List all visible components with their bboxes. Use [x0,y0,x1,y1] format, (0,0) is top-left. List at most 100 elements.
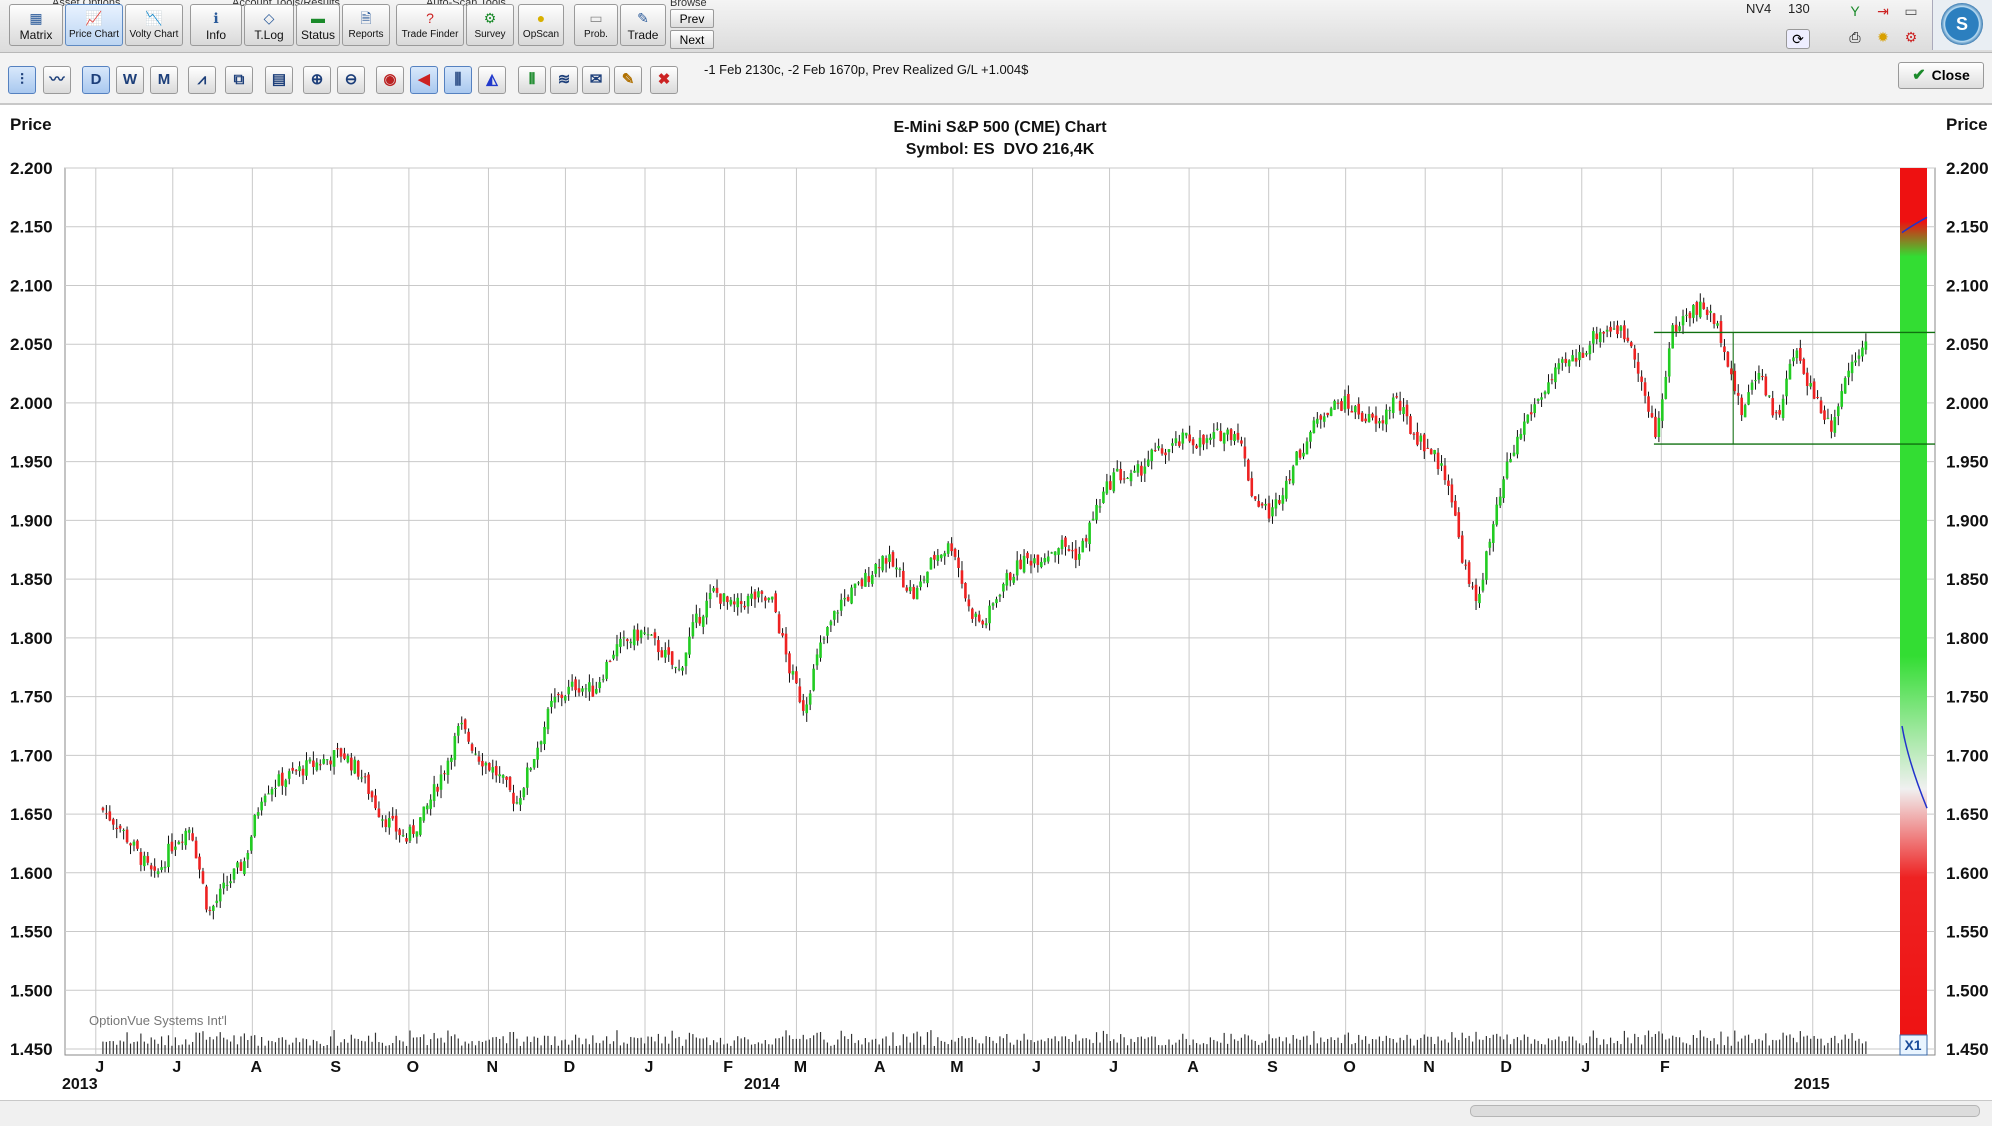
status-button[interactable]: ▬ Status [296,4,340,46]
watermark: OptionVue Systems Int'l [89,1013,227,1028]
candle-body [294,770,298,772]
candlestick-view-icon[interactable]: ⫶ [8,66,36,94]
y-tick-left: 1.650 [10,805,53,824]
candle-body [198,856,201,870]
annotate-icon[interactable]: ✉ [582,66,610,94]
price-chart-button[interactable]: 📈 Price Chart [65,4,123,46]
candle-body [312,760,315,767]
candle-body [1695,302,1699,315]
trade-button[interactable]: ✎ Trade [620,4,666,46]
study-icon[interactable]: ≋ [550,66,578,94]
candle-body [1602,331,1605,334]
candle-body [1040,561,1043,567]
candle-body [1112,472,1116,492]
candle-body [588,682,591,692]
candle-body [1840,391,1844,407]
opscan-button[interactable]: ● OpScan [518,4,564,46]
candle-body [1360,412,1364,422]
x1-badge[interactable] [1899,1034,1928,1056]
candle-body [1077,553,1081,560]
candle-body [839,599,843,611]
delete-icon[interactable]: ✖ [650,66,678,94]
filter-icon[interactable]: Y [1850,3,1860,19]
candle-body [1215,428,1219,430]
volume-icon[interactable]: ◭ [478,66,506,94]
candle-body [1015,560,1019,576]
reports-button[interactable]: 🗎 Reports [342,4,390,46]
horizontal-scrollbar[interactable] [0,1100,1992,1126]
candle-body [277,774,281,786]
calendar-icon[interactable]: ▤ [265,66,293,94]
candle-body [1271,507,1274,517]
candle-body [1133,470,1136,473]
matrix-button[interactable]: ▦ Matrix [9,4,63,46]
candles [101,293,1868,920]
settings-icon[interactable]: ⚙ [1904,29,1918,45]
y-tick-left: 2.000 [10,394,53,413]
app-logo: S [1932,0,1992,50]
candle-body [1526,414,1530,423]
probability-button[interactable]: ▭ Prob. [574,4,618,46]
trade-log-button[interactable]: ◇ T.Log [244,4,294,46]
candle-body [584,688,588,690]
candle-body [1795,350,1799,359]
draw-pencil-icon[interactable]: ✎ [614,66,642,94]
window-icon[interactable]: ▭ [1904,3,1918,19]
candle-body [1609,326,1612,332]
export-icon[interactable]: ⇥ [1877,3,1889,19]
candle-body [1661,399,1664,421]
candle-body [374,795,377,809]
close-button[interactable]: ✔ Close [1898,62,1984,89]
bars-icon[interactable]: ⫼ [444,66,472,94]
candle-body [460,722,464,725]
candle-body [346,755,350,763]
candle-body [1726,352,1730,367]
candle-body [1226,429,1229,435]
candle-body [246,852,250,860]
candle-body [1550,379,1554,381]
candle-body [933,554,936,560]
candle-body [601,679,605,681]
print-icon[interactable]: ⎙ [1849,29,1861,45]
zoom-in-icon[interactable]: ⊕ [303,66,331,94]
candle-body [1219,430,1223,442]
browse-prev-button[interactable]: Prev [670,9,714,28]
alert-icon[interactable]: ✹ [1877,29,1889,45]
scrollbar-thumb[interactable] [1470,1105,1980,1117]
x-tick-label: A [874,1059,886,1076]
period-weekly-button[interactable]: W [116,66,144,94]
candle-body [1095,504,1098,520]
candle-body [1723,346,1726,353]
candle-body [1702,302,1706,310]
volty-chart-button[interactable]: 📉 Volty Chart [125,4,183,46]
trade-finder-button[interactable]: ? Trade Finder [396,4,464,46]
candle-body [1788,363,1792,380]
line-view-icon[interactable]: 〰 [43,66,71,94]
indicator-icon[interactable]: ⫴ [518,66,546,94]
price-chart[interactable]: 2.200 2.200 2.150 2.150 2.100 2.100 2.050 2.050… [0,106,1992,1101]
candle-body [1460,535,1464,563]
scroll-left-icon[interactable]: ◀ [410,66,438,94]
survey-button[interactable]: ⚙ Survey [466,4,514,46]
refresh-icon[interactable]: ⟳ [1786,29,1810,49]
chart-type-icon[interactable]: ⩘ [188,66,216,94]
candle-body [660,650,664,658]
candle-body [594,688,598,694]
candle-body [1043,558,1047,563]
candle-body [353,759,357,774]
browse-next-button[interactable]: Next [670,30,714,49]
info-button[interactable]: ℹ Info [190,4,242,46]
period-monthly-button[interactable]: M [150,66,178,94]
candle-body [339,748,343,757]
zoom-out-icon[interactable]: ⊖ [337,66,365,94]
overlay-icon[interactable]: ⧉ [225,66,253,94]
period-daily-button[interactable]: D [82,66,110,94]
candle-body [212,905,215,911]
candle-body [812,668,815,691]
candle-body [615,644,619,657]
candle-body [1374,415,1378,424]
candle-body [1671,325,1674,349]
candle-body [1698,301,1702,318]
candle-body [619,638,622,647]
target-icon[interactable]: ◉ [376,66,404,94]
